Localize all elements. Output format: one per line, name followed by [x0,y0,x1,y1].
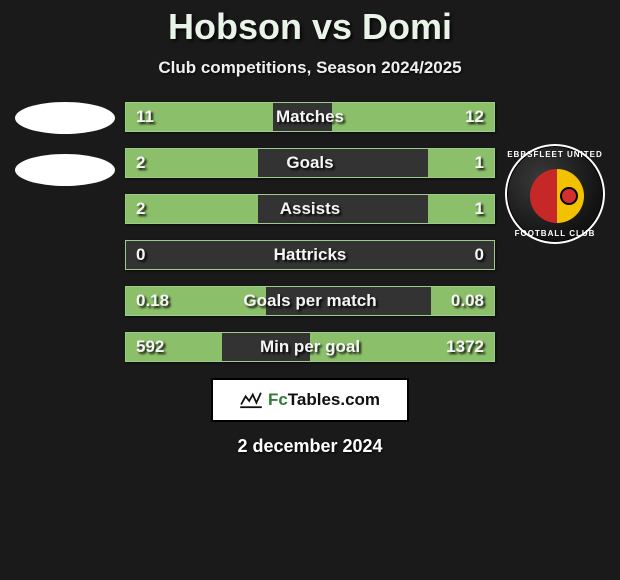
stat-label: Matches [126,103,494,131]
stat-label: Min per goal [126,333,494,361]
footer-date: 2 december 2024 [0,436,620,457]
brand-prefix: Fc [268,390,288,409]
stat-value-right: 1372 [446,333,484,361]
stat-value-right: 0.08 [451,287,484,315]
stat-label: Hattricks [126,241,494,269]
left-player-col [10,102,120,206]
brand-footer[interactable]: FcTables.com [211,378,409,422]
stat-label: Assists [126,195,494,223]
badge-text-bottom: FOOTBALL CLUB [507,229,603,238]
brand-suffix: Tables.com [288,390,380,409]
brand-logo-icon [240,391,262,409]
player1-photo-placeholder [15,102,115,134]
stat-row: 592Min per goal1372 [125,332,495,362]
player2-club-badge: EBBSFLEET UNITED FOOTBALL CLUB [505,144,605,244]
stat-row: 2Assists1 [125,194,495,224]
player1-club-placeholder [15,154,115,186]
stat-value-right: 1 [475,149,484,177]
stat-row: 2Goals1 [125,148,495,178]
stat-row: 11Matches12 [125,102,495,132]
stat-value-right: 0 [475,241,484,269]
stat-label: Goals [126,149,494,177]
page-subtitle: Club competitions, Season 2024/2025 [0,58,620,78]
page-title: Hobson vs Domi [0,0,620,48]
badge-text: EBBSFLEET UNITED FOOTBALL CLUB [507,146,603,242]
comparison-bars: 11Matches122Goals12Assists10Hattricks00.… [125,102,495,362]
stat-label: Goals per match [126,287,494,315]
stat-value-right: 1 [475,195,484,223]
brand-text: FcTables.com [268,390,380,410]
stat-row: 0.18Goals per match0.08 [125,286,495,316]
badge-text-top: EBBSFLEET UNITED [507,150,603,159]
page-root: Hobson vs Domi Club competitions, Season… [0,0,620,580]
right-player-col: EBBSFLEET UNITED FOOTBALL CLUB [500,144,610,244]
stat-value-right: 12 [465,103,484,131]
content-area: EBBSFLEET UNITED FOOTBALL CLUB 11Matches… [0,102,620,362]
stat-row: 0Hattricks0 [125,240,495,270]
